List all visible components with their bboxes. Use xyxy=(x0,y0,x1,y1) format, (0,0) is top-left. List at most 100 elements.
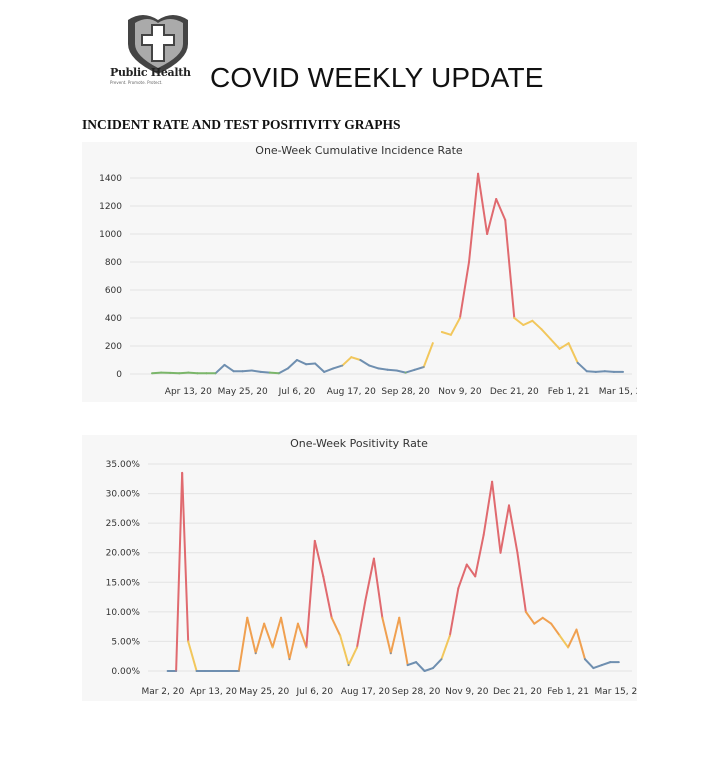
series-segment xyxy=(491,480,502,554)
data-point xyxy=(406,664,409,666)
series-segment xyxy=(558,342,570,350)
data-point xyxy=(271,646,274,649)
y-tick-label: 200 xyxy=(105,342,122,352)
data-point xyxy=(250,369,253,372)
data-point xyxy=(160,371,163,374)
data-point xyxy=(280,616,282,619)
series-segment xyxy=(406,661,418,667)
data-point xyxy=(567,646,569,649)
series-segment xyxy=(250,369,262,373)
data-point xyxy=(415,661,418,664)
series-segment xyxy=(541,616,553,625)
series-segment xyxy=(296,622,308,649)
x-tick-label: Sep 28, 20 xyxy=(381,387,430,397)
series-segment xyxy=(600,661,612,667)
series-segment xyxy=(482,480,494,536)
series-segment xyxy=(513,317,525,326)
data-point xyxy=(531,319,534,322)
x-tick-label: Sep 28, 20 xyxy=(392,687,441,697)
data-point xyxy=(196,372,199,375)
x-tick-label: Nov 9, 20 xyxy=(438,387,482,397)
data-point xyxy=(457,587,460,590)
series-segment xyxy=(288,622,299,661)
series-segment xyxy=(516,551,527,613)
data-point xyxy=(558,634,561,637)
data-point xyxy=(522,324,525,326)
section-heading: INCIDENT RATE AND TEST POSITIVITY GRAPHS xyxy=(82,117,401,132)
series-segment xyxy=(448,587,460,637)
series-segment xyxy=(314,362,326,373)
data-point xyxy=(223,364,226,366)
data-point xyxy=(373,557,375,560)
x-tick-label: Dec 21, 20 xyxy=(490,387,539,397)
data-point xyxy=(413,368,416,371)
incidence-rate-chart: One-Week Cumulative Incidence Rate 0 200 40… xyxy=(82,142,637,402)
data-point xyxy=(486,233,489,235)
data-point xyxy=(305,363,307,366)
data-point xyxy=(254,652,257,655)
data-point xyxy=(241,370,244,373)
data-point xyxy=(549,338,552,340)
data-point xyxy=(508,504,510,507)
series-segment xyxy=(567,342,579,364)
series-segment xyxy=(522,319,534,326)
data-point xyxy=(195,670,198,672)
data-point xyxy=(540,328,543,331)
logo-text: Public Health xyxy=(110,66,191,79)
data-point xyxy=(612,371,615,373)
page-title: COVID WEEKLY UPDATE xyxy=(210,62,544,93)
data-point xyxy=(622,371,624,373)
series-segment xyxy=(440,331,452,336)
data-point xyxy=(423,670,426,672)
y-tick-label: 30.00% xyxy=(106,490,141,500)
series-segment xyxy=(381,616,392,655)
series-segment xyxy=(277,367,289,375)
series-segment xyxy=(187,371,199,375)
data-point xyxy=(214,372,217,375)
data-point xyxy=(440,331,443,333)
series-segment xyxy=(368,364,380,370)
series-segment xyxy=(474,533,485,578)
series-segment xyxy=(175,471,184,672)
data-point xyxy=(364,599,367,601)
series-segment xyxy=(237,616,249,672)
series-segment xyxy=(440,634,451,661)
x-tick-label: Mar 2, 20 xyxy=(141,687,184,697)
series-segment xyxy=(575,628,586,661)
x-tick-label: Jul 6, 20 xyxy=(296,687,334,697)
data-point xyxy=(575,628,578,631)
data-point xyxy=(474,575,477,578)
series-segment xyxy=(524,610,536,625)
y-tick-label: 600 xyxy=(105,286,122,296)
data-point xyxy=(296,359,298,361)
x-tick-label: May 25, 20 xyxy=(218,387,268,397)
series-segment xyxy=(254,622,266,655)
series-segment xyxy=(263,622,274,649)
x-tick-label: May 25, 20 xyxy=(239,687,289,697)
data-point xyxy=(205,372,208,375)
public-health-logo xyxy=(128,15,188,74)
data-point xyxy=(524,610,527,613)
data-point xyxy=(377,367,380,370)
series-segment xyxy=(567,628,578,649)
data-point xyxy=(305,646,308,649)
series-segment xyxy=(386,368,398,372)
data-point xyxy=(347,664,350,666)
data-point xyxy=(221,670,223,672)
series-segment xyxy=(323,367,335,373)
data-point xyxy=(313,539,316,542)
data-point xyxy=(359,359,362,361)
data-point xyxy=(533,622,536,625)
series-segment xyxy=(415,661,426,672)
series-segment xyxy=(332,364,344,370)
data-point xyxy=(491,480,494,483)
data-point xyxy=(465,563,468,566)
data-point xyxy=(448,634,451,637)
data-point xyxy=(468,261,470,263)
data-point xyxy=(330,616,333,619)
series-segment xyxy=(322,575,333,619)
series-segment xyxy=(549,338,561,350)
data-point xyxy=(350,356,353,359)
series-segment xyxy=(178,371,190,375)
series-segment xyxy=(268,371,280,375)
